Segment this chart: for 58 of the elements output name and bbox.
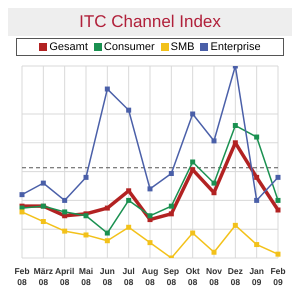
x-tick-label: Dez 08 bbox=[228, 266, 243, 287]
point bbox=[254, 242, 260, 248]
point bbox=[104, 230, 110, 236]
point bbox=[126, 108, 132, 113]
legend-label: Enterprise bbox=[209, 41, 261, 53]
point bbox=[40, 180, 46, 186]
point bbox=[148, 186, 152, 192]
point bbox=[232, 140, 238, 146]
point bbox=[212, 250, 216, 255]
point bbox=[62, 198, 68, 203]
point bbox=[254, 174, 260, 180]
point bbox=[276, 252, 280, 257]
legend-label: Consumer bbox=[102, 41, 155, 53]
point bbox=[168, 204, 174, 209]
point bbox=[190, 160, 196, 164]
x-tick-label: Okt 08 bbox=[186, 266, 200, 287]
x-tick-label: Mai 08 bbox=[78, 266, 94, 287]
legend-label: Gesamt bbox=[48, 41, 88, 53]
x-tick-label: Jul 08 bbox=[122, 266, 135, 287]
x-tick-label: Nov 08 bbox=[206, 266, 222, 287]
x-tick-label: Feb 08 bbox=[14, 266, 30, 287]
point bbox=[104, 86, 110, 92]
point bbox=[276, 174, 280, 180]
point bbox=[126, 198, 132, 203]
point bbox=[254, 134, 260, 140]
point bbox=[62, 209, 68, 214]
point bbox=[254, 198, 260, 203]
legend-label: SMB bbox=[170, 41, 194, 53]
point bbox=[148, 240, 152, 246]
point bbox=[20, 192, 24, 198]
point bbox=[84, 174, 88, 180]
point bbox=[104, 238, 110, 244]
point bbox=[104, 206, 110, 211]
point bbox=[126, 188, 132, 194]
point bbox=[126, 224, 132, 230]
point bbox=[190, 230, 196, 236]
point bbox=[232, 123, 238, 128]
point bbox=[276, 208, 280, 212]
x-tick-label: Feb 09 bbox=[270, 266, 286, 287]
x-tick-label: Jan 09 bbox=[249, 266, 264, 287]
point bbox=[190, 112, 196, 116]
point bbox=[212, 138, 216, 144]
point bbox=[40, 219, 46, 224]
chart-title: ITC Channel Index bbox=[8, 8, 292, 36]
x-tick-label: Jun 08 bbox=[100, 266, 115, 287]
point bbox=[84, 232, 88, 238]
point bbox=[62, 228, 68, 234]
point bbox=[148, 213, 152, 218]
x-tick-label: Aug 08 bbox=[142, 266, 158, 287]
x-tick-label: März 08 bbox=[34, 266, 54, 287]
point bbox=[20, 209, 24, 214]
point bbox=[168, 171, 174, 176]
point bbox=[232, 222, 238, 228]
point bbox=[168, 211, 174, 216]
point bbox=[212, 180, 216, 186]
point bbox=[276, 198, 280, 203]
x-tick-label: April 08 bbox=[54, 266, 74, 287]
x-tick-label: Sep 08 bbox=[164, 266, 180, 287]
